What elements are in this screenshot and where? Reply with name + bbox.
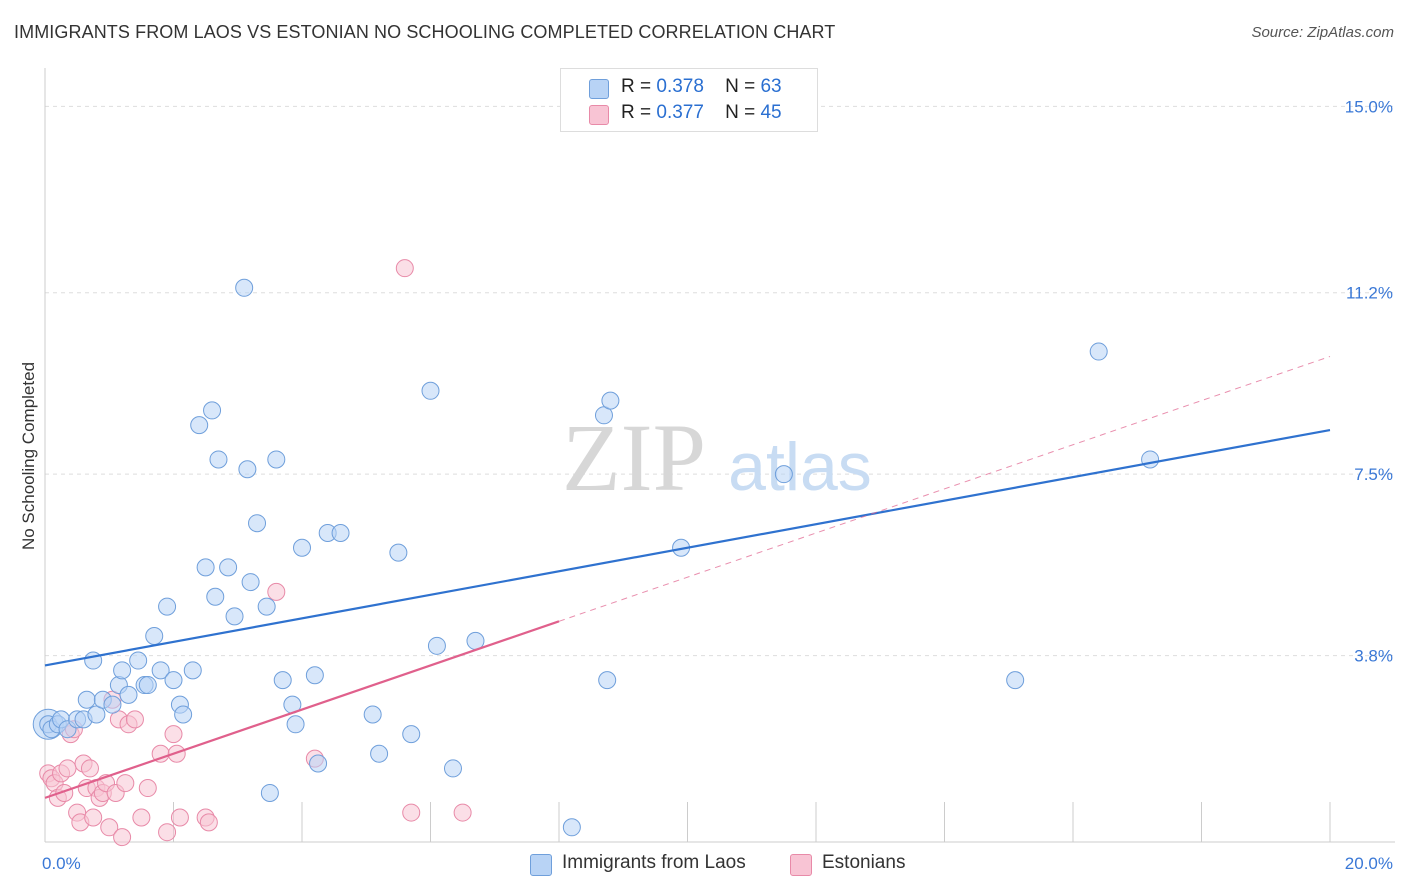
bottom-swatch-estonians	[790, 854, 812, 876]
laos-point	[443, 759, 462, 778]
estonians-point	[164, 725, 183, 744]
laos-point	[225, 607, 244, 626]
estonians-point	[100, 818, 119, 837]
bottom-legend-label-laos: Immigrants from Laos	[562, 852, 746, 873]
legend-r-label: R =	[621, 76, 652, 97]
watermark: ZIP atlas	[562, 404, 872, 511]
y-tick-label: 7.5%	[1354, 465, 1393, 484]
legend-n-label: N =	[725, 102, 756, 123]
legend-n-value-laos: 63	[760, 76, 782, 97]
laos-point	[331, 524, 350, 543]
estonians-point	[80, 759, 99, 778]
legend-n-value-estonians: 45	[760, 102, 782, 123]
y-tick-label: 15.0%	[1345, 97, 1393, 116]
legend-swatch-laos	[589, 79, 609, 99]
laos-point	[363, 705, 382, 724]
y-tick-label: 11.2%	[1346, 284, 1393, 303]
estonians-point	[125, 710, 144, 729]
laos-point	[151, 661, 170, 680]
x-tick-label: 0.0%	[42, 854, 81, 873]
laos-point	[190, 416, 209, 435]
laos-point	[421, 381, 440, 400]
laos-point	[183, 661, 202, 680]
laos-point	[267, 450, 286, 469]
trend-lines	[44, 355, 1331, 799]
estonians-point	[132, 808, 151, 827]
estonians-point	[453, 803, 472, 822]
laos-point	[273, 671, 292, 690]
laos-point	[219, 558, 238, 577]
laos-point	[206, 587, 225, 606]
laos-point	[402, 725, 421, 744]
laos-points	[32, 278, 1160, 837]
laos-point	[260, 783, 279, 802]
laos-point	[238, 460, 257, 479]
laos-point	[129, 651, 148, 670]
y-tick-label: 3.8%	[1354, 647, 1393, 666]
legend-r-label: R =	[621, 102, 652, 123]
laos-point	[293, 538, 311, 557]
estonians-point	[84, 808, 103, 827]
estonians-point	[402, 803, 421, 822]
laos-trend-line	[44, 428, 1331, 667]
laos-point	[389, 543, 408, 562]
laos-point	[174, 705, 193, 724]
estonians-trend-extension	[558, 355, 1331, 622]
laos-point	[257, 597, 276, 616]
laos-point	[1089, 342, 1108, 361]
laos-point	[145, 627, 164, 646]
laos-point	[1141, 450, 1160, 469]
laos-point	[103, 695, 122, 714]
watermark-atlas: atlas	[728, 429, 872, 505]
estonians-point	[113, 828, 132, 847]
laos-point	[1006, 671, 1025, 690]
estonians-point	[116, 774, 135, 793]
estonians-point	[138, 779, 157, 798]
tick-labels: 3.8% 7.5% 11.2% 15.0% 0.0% 20.0%	[42, 97, 1393, 873]
laos-point	[598, 671, 617, 690]
legend-n-label: N =	[725, 76, 756, 97]
estonians-point	[395, 259, 414, 278]
laos-point	[562, 818, 581, 837]
estonians-point	[158, 823, 177, 842]
laos-point	[158, 597, 177, 616]
legend-swatch-estonians	[589, 105, 609, 125]
estonians-point	[267, 582, 286, 601]
y-axis-label: No Schooling Completed	[19, 362, 38, 550]
laos-point	[286, 715, 305, 734]
laos-point	[209, 450, 228, 469]
laos-point	[305, 666, 324, 685]
estonians-trend-line	[44, 620, 560, 799]
laos-point	[774, 465, 793, 484]
bottom-legend-label-estonians: Estonians	[822, 852, 906, 873]
laos-point	[77, 690, 96, 709]
estonians-point	[199, 813, 218, 832]
correlation-legend: R = 0.378 N = 63 R = 0.377 N = 45	[560, 68, 818, 132]
legend-r-value-estonians: 0.377	[656, 102, 704, 123]
estonians-point	[170, 808, 189, 827]
laos-point	[119, 685, 138, 704]
watermark-zip: ZIP	[562, 404, 706, 511]
laos-point	[248, 514, 267, 533]
source-label: Source: ZipAtlas.com	[1251, 24, 1394, 41]
estonians-point	[58, 759, 77, 778]
laos-point	[138, 676, 157, 695]
laos-point	[235, 278, 254, 297]
laos-point	[241, 573, 260, 592]
laos-point	[203, 401, 222, 420]
x-tick-label: 20.0%	[1345, 854, 1393, 873]
bottom-swatch-laos	[530, 854, 552, 876]
laos-point	[196, 558, 215, 577]
gridlines	[45, 105, 1395, 657]
legend-r-value-laos: 0.378	[656, 76, 704, 97]
laos-point	[164, 671, 183, 690]
laos-point	[370, 744, 389, 763]
laos-point	[601, 391, 620, 410]
laos-point	[427, 636, 446, 655]
laos-point	[309, 754, 328, 773]
chart-title: IMMIGRANTS FROM LAOS VS ESTONIAN NO SCHO…	[14, 22, 836, 42]
laos-point	[113, 661, 132, 680]
